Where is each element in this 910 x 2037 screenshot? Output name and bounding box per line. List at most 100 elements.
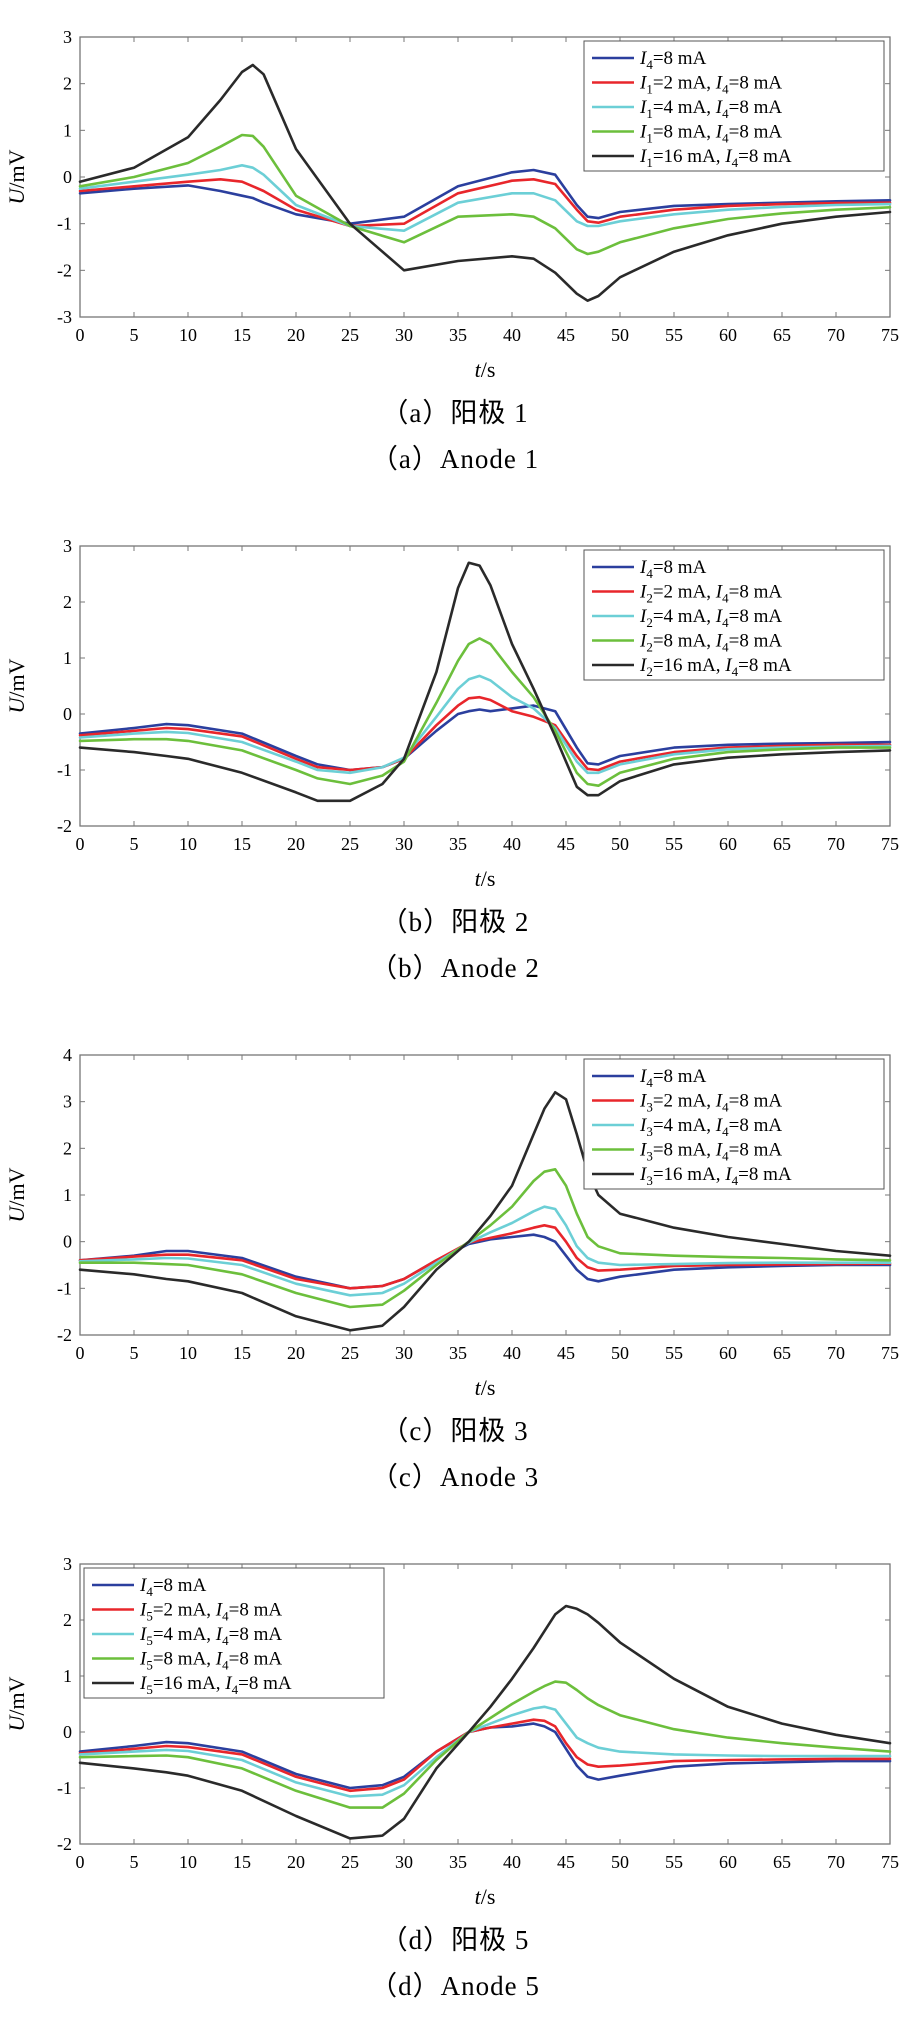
series-line <box>78 1680 892 1809</box>
legend-label: I3=16 mA, I4=8 mA <box>639 1164 792 1188</box>
y-tick-label: 1 <box>63 120 72 140</box>
x-axis-variable: t <box>475 866 482 891</box>
legend-label: I1=16 mA, I4=8 mA <box>639 146 792 170</box>
legend-label: I4=8 mA <box>639 48 707 72</box>
x-tick-label: 75 <box>881 1343 899 1363</box>
series-line <box>78 561 892 803</box>
y-tick-label: 3 <box>63 1554 72 1574</box>
legend-label: I3=2 mA, I4=8 mA <box>639 1091 782 1115</box>
series-line <box>78 1091 892 1332</box>
x-tick-label: 35 <box>449 1343 467 1363</box>
y-tick-label: 0 <box>63 1232 72 1252</box>
y-axis-variable: U <box>4 187 29 205</box>
x-axis-variable: t <box>475 357 482 382</box>
caption-chinese: （b）阳极 2 <box>380 907 530 937</box>
caption-english: （d）Anode 5 <box>370 1971 540 2001</box>
y-tick-label: -2 <box>57 1834 72 1854</box>
series-line <box>78 1718 892 1793</box>
chart-panel: 0 5 10 15 20 25 30 35 40 45 50 55 60 65 70 75 -2 -1 0 1 2 3 t/… <box>0 1527 910 2036</box>
y-axis-unit: /mV <box>4 1167 29 1206</box>
series-line <box>78 674 892 775</box>
x-tick-label: 15 <box>233 325 251 345</box>
x-axis-title: t/s <box>475 1884 496 1909</box>
y-tick-label: -1 <box>57 760 72 780</box>
caption-english: （a）Anode 1 <box>370 444 540 474</box>
y-axis-variable: U <box>4 696 29 714</box>
legend-label: I1=8 mA, I4=8 mA <box>639 122 782 146</box>
legend-label: I5=8 mA, I4=8 mA <box>139 1649 282 1673</box>
x-tick-label: 45 <box>557 1852 575 1872</box>
x-tick-label: 35 <box>449 1852 467 1872</box>
caption-english: （c）Anode 3 <box>370 1462 540 1492</box>
legend-label: I5=16 mA, I4=8 mA <box>139 1673 292 1697</box>
chart-panel: 0 5 10 15 20 25 30 35 40 45 50 55 60 65 70 75 -2 -1 0 1 2 3 t/… <box>0 509 910 1018</box>
series-line <box>78 1168 892 1309</box>
series-line <box>78 704 892 772</box>
x-tick-label: 5 <box>130 834 139 854</box>
legend-box <box>583 1058 885 1190</box>
x-tick-label: 50 <box>611 1852 629 1872</box>
legend-label: I2=8 mA, I4=8 mA <box>639 631 782 655</box>
x-tick-label: 40 <box>503 834 521 854</box>
x-axis-title: t/s <box>475 866 496 891</box>
y-tick-label: 1 <box>63 1666 72 1686</box>
series-line <box>78 1722 892 1790</box>
chart-panel: 0 5 10 15 20 25 30 35 40 45 50 55 60 65 70 75 -2 -1 0 1 2 3 4 t… <box>0 1018 910 1527</box>
y-axis-title: U/mV <box>4 1676 29 1731</box>
x-tick-label: 70 <box>827 1343 845 1363</box>
x-axis-unit: /s <box>481 866 496 891</box>
line-chart: 0 5 10 15 20 25 30 35 40 45 50 55 60 65 70 75-2-10123t/… <box>4 536 899 891</box>
x-tick-label: 0 <box>76 1852 85 1872</box>
x-tick-label: 0 <box>76 325 85 345</box>
series-line <box>78 1604 892 1840</box>
x-axis-unit: /s <box>481 1375 496 1400</box>
line-chart: 0 5 10 15 20 25 30 35 40 45 50 55 60 65 70 75-2-10123t/… <box>4 1554 899 1909</box>
x-tick-label: 15 <box>233 834 251 854</box>
x-tick-label: 35 <box>449 834 467 854</box>
x-tick-label: 35 <box>449 325 467 345</box>
x-tick-label: 10 <box>179 325 197 345</box>
y-tick-label: -2 <box>57 260 72 280</box>
x-tick-label: 25 <box>341 1343 359 1363</box>
legend-label: I3=8 mA, I4=8 mA <box>639 1140 782 1164</box>
x-tick-label: 25 <box>341 834 359 854</box>
x-tick-label: 20 <box>287 1343 305 1363</box>
legend-label: I4=8 mA <box>639 1066 707 1090</box>
x-tick-label: 60 <box>719 1343 737 1363</box>
legend-label: I4=8 mA <box>139 1575 207 1599</box>
legend-label: I2=16 mA, I4=8 mA <box>639 655 792 679</box>
x-tick-label: 50 <box>611 1343 629 1363</box>
y-tick-label: -2 <box>57 816 72 836</box>
line-chart: 0 5 10 15 20 25 30 35 40 45 50 55 60 65 70 75 -3 -2 -1 0 1 2 3… <box>4 27 899 382</box>
series-line <box>78 63 892 303</box>
x-tick-label: 10 <box>179 834 197 854</box>
y-axis-unit: /mV <box>4 658 29 697</box>
series-line <box>78 178 892 228</box>
y-tick-label: 3 <box>63 1092 72 1112</box>
legend-label: I4=8 mA <box>639 557 707 581</box>
x-tick-label: 65 <box>773 834 791 854</box>
legend-label: I2=2 mA, I4=8 mA <box>639 582 782 606</box>
x-tick-label: 55 <box>665 1343 683 1363</box>
x-tick-label: 30 <box>395 1852 413 1872</box>
x-tick-label: 70 <box>827 1852 845 1872</box>
legend-label: I3=4 mA, I4=8 mA <box>639 1115 782 1139</box>
y-tick-label: 2 <box>63 1138 72 1158</box>
y-tick-label: 2 <box>63 592 72 612</box>
y-axis-variable: U <box>4 1205 29 1223</box>
y-tick-label: 3 <box>63 27 72 47</box>
y-tick-label: 2 <box>63 1610 72 1630</box>
legend-label: I2=4 mA, I4=8 mA <box>639 606 782 630</box>
x-tick-label: 70 <box>827 325 845 345</box>
x-tick-label: 5 <box>130 325 139 345</box>
x-tick-label: 40 <box>503 1343 521 1363</box>
series-line <box>78 1224 892 1290</box>
x-tick-label: 25 <box>341 1852 359 1872</box>
x-axis-title: t/s <box>475 1375 496 1400</box>
x-axis-variable: t <box>475 1375 482 1400</box>
caption-english: （b）Anode 2 <box>370 953 540 983</box>
x-tick-label: 30 <box>395 834 413 854</box>
x-tick-label: 5 <box>130 1343 139 1363</box>
x-tick-label: 40 <box>503 1852 521 1872</box>
